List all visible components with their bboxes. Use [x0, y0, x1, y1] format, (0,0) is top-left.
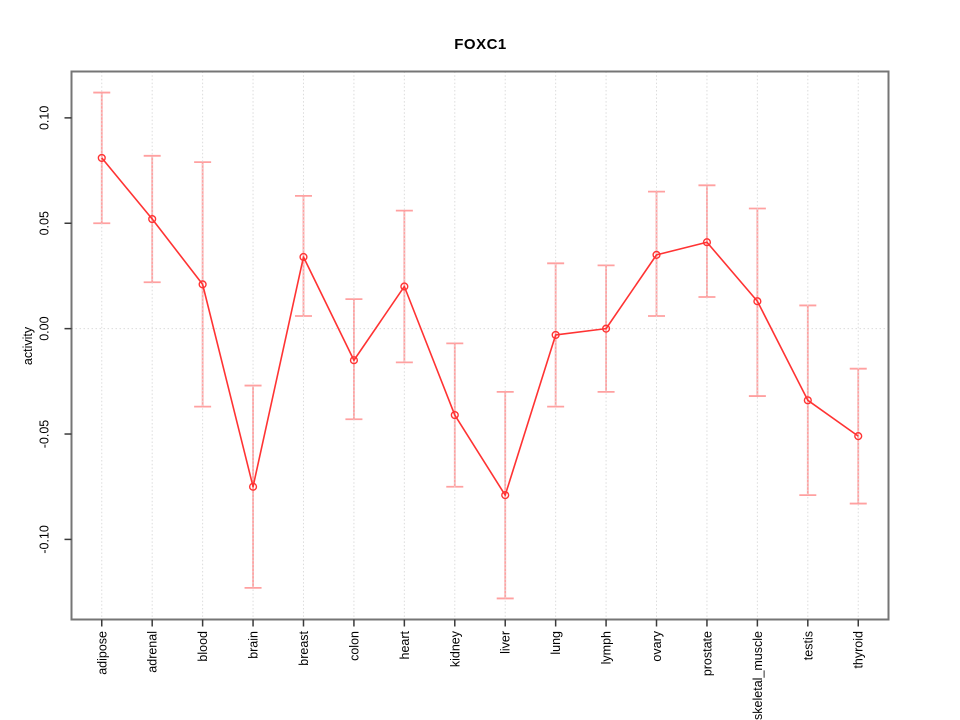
data-point-adipose [97, 153, 106, 163]
x-tick-label-liver: liver [499, 631, 513, 654]
x-tick-label-skeletal_muscle: skeletal_muscle [751, 631, 765, 720]
data-point-blood [198, 280, 207, 289]
y-tick-label--0.05: -0.05 [37, 420, 51, 449]
plot-frame [70, 70, 890, 621]
data-point-testis [803, 396, 812, 405]
data-point-thyroid [854, 432, 863, 441]
data-point-liver [501, 491, 510, 500]
x-tick-label-blood: blood [196, 631, 210, 662]
x-tick-label-lymph: lymph [600, 631, 614, 664]
x-tick-label-prostate: prostate [700, 631, 714, 676]
data-point-lymph [601, 324, 611, 333]
data-point-colon [349, 356, 359, 365]
x-tick-label-kidney: kidney [448, 630, 462, 667]
data-point-lung [551, 330, 560, 340]
x-tick-label-thyroid: thyroid [852, 631, 866, 669]
chart-title: FOXC1 [454, 36, 507, 53]
series-line-activity [101, 157, 859, 496]
x-tick-label-adipose: adipose [95, 631, 109, 675]
y-tick-label--0.10: -0.10 [37, 525, 51, 554]
data-point-brain [248, 482, 258, 491]
data-point-skeletal_muscle [753, 297, 762, 306]
data-point-breast [299, 252, 308, 262]
data-point-kidney [450, 410, 459, 420]
data-point-adrenal [148, 214, 157, 224]
y-tick-label-0.00: 0.00 [37, 316, 51, 340]
x-tick-label-brain: brain [247, 631, 261, 659]
data-point-heart [400, 282, 409, 291]
x-tick-label-colon: colon [347, 631, 361, 661]
data-point-prostate [702, 238, 712, 247]
y-tick-label-0.10: 0.10 [37, 106, 51, 130]
x-tick-label-breast: breast [297, 630, 311, 665]
y-tick-label-0.05: 0.05 [37, 211, 51, 235]
x-tick-label-lung: lung [549, 631, 563, 655]
y-axis-title: activity [21, 326, 35, 366]
x-tick-label-ovary: ovary [650, 630, 664, 661]
x-tick-label-heart: heart [398, 630, 412, 659]
x-tick-label-testis: testis [801, 631, 815, 660]
data-point-ovary [652, 250, 661, 259]
x-tick-label-adrenal: adrenal [146, 631, 160, 673]
